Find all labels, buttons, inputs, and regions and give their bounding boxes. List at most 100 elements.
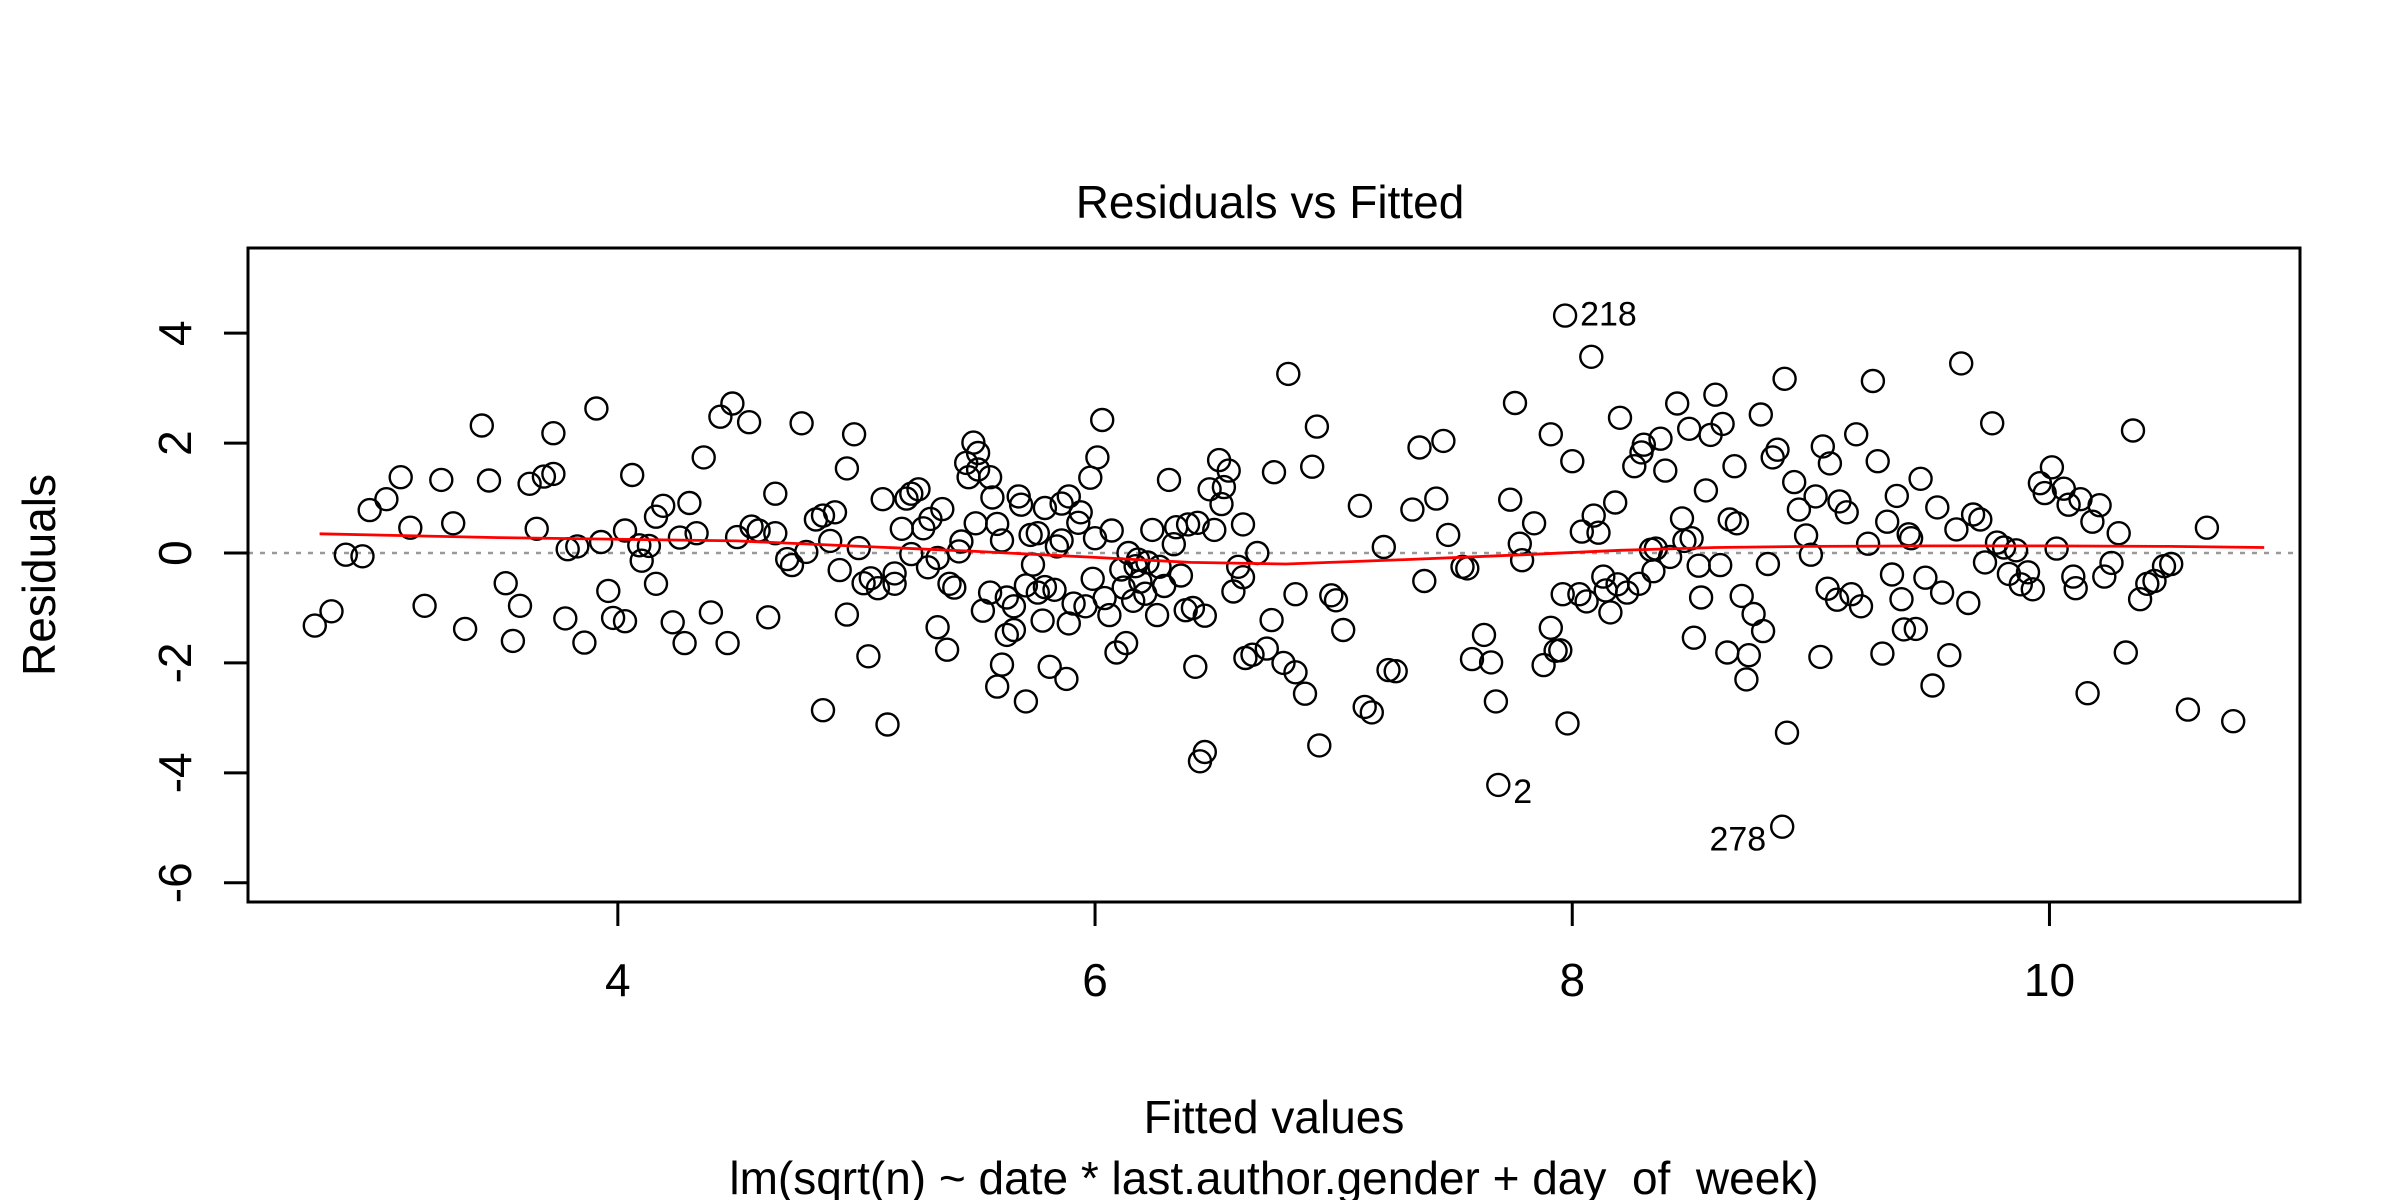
data-point (1161, 532, 1187, 557)
data-point (956, 465, 981, 490)
data-point (1347, 493, 1373, 518)
data-point (2044, 536, 2069, 561)
data-point (1548, 638, 1573, 663)
data-point (1144, 602, 1170, 628)
point-label: 2 (1513, 773, 1532, 811)
data-point (1586, 520, 1611, 545)
data-point (1543, 638, 1568, 663)
data-point (1478, 650, 1504, 675)
data-point (1607, 405, 1633, 430)
data-point (1710, 411, 1735, 437)
data-point (980, 485, 1005, 510)
data-point (1307, 733, 1332, 758)
smooth-line-layer (319, 532, 2265, 566)
data-point (612, 609, 638, 634)
data-point (1889, 587, 1914, 612)
data-point (1956, 590, 1981, 616)
data-point (851, 571, 876, 596)
y-tick-label: -4 (149, 752, 201, 793)
data-point (1755, 551, 1781, 577)
data-point (1879, 562, 1905, 587)
data-point (1509, 548, 1535, 573)
data-point (2158, 551, 2184, 577)
data-point (1283, 582, 1308, 607)
data-point (1626, 571, 1652, 596)
points-layer (302, 303, 2246, 839)
data-point (698, 600, 724, 625)
smooth-line (319, 532, 2265, 566)
data-point (1598, 600, 1623, 625)
data-point (915, 555, 941, 580)
data-point (517, 471, 542, 496)
data-point (2003, 538, 2029, 563)
data-point (636, 533, 662, 559)
data-point (302, 613, 327, 638)
data-point (1180, 595, 1206, 621)
data-point (1276, 361, 1301, 387)
data-point (1085, 445, 1110, 470)
x-tick-label: 10 (2024, 954, 2075, 1006)
data-point (789, 411, 814, 436)
data-point (1056, 484, 1082, 509)
data-point (588, 529, 614, 555)
data-point (1292, 681, 1318, 706)
y-axis: -6 -4 -2 0 2 4 (149, 320, 250, 903)
data-point (398, 515, 423, 540)
data-point (720, 391, 745, 416)
data-point (930, 496, 955, 522)
x-tick-label: 4 (605, 954, 631, 1006)
data-point (1555, 711, 1580, 736)
data-point (1968, 507, 1993, 532)
data-point (319, 599, 344, 624)
data-point (1817, 451, 1843, 476)
data-point (1703, 382, 1728, 407)
data-point (374, 487, 399, 512)
data-point (1707, 552, 1733, 578)
data-point (906, 477, 931, 502)
data-point (1920, 673, 1945, 698)
data-point (1688, 585, 1714, 610)
data-point (429, 467, 454, 493)
data-point (1435, 522, 1461, 548)
data-point (1061, 591, 1086, 616)
data-point (1175, 512, 1201, 537)
data-point (441, 511, 466, 536)
data-point (620, 462, 645, 488)
data-point (963, 511, 988, 536)
data-point (1459, 646, 1485, 672)
data-point (1560, 449, 1585, 474)
data-point (1001, 617, 1027, 643)
data-point (1722, 454, 1747, 479)
data-point (1323, 588, 1349, 613)
y-axis-label: Residuals (13, 474, 65, 676)
data-point (691, 445, 716, 470)
data-point (2127, 587, 2153, 612)
data-point (1183, 654, 1208, 679)
data-point (1734, 667, 1759, 692)
data-point (476, 468, 502, 493)
data-point (875, 712, 900, 737)
data-point (667, 525, 693, 550)
data-point (1521, 511, 1547, 536)
data-point (822, 500, 848, 525)
data-point (531, 464, 557, 489)
data-point (1874, 509, 1900, 534)
data-point (994, 585, 1019, 610)
data-point (357, 497, 382, 523)
data-point (1025, 521, 1051, 546)
data-point (870, 487, 895, 512)
data-point (388, 465, 413, 490)
data-point (1972, 550, 1998, 575)
data-point (1383, 659, 1408, 684)
data-point (612, 518, 638, 543)
data-point (985, 674, 1010, 699)
data-point (1192, 603, 1218, 628)
data-point (1032, 574, 1058, 600)
data-point (1803, 484, 1828, 509)
data-point (1104, 640, 1129, 665)
data-point (600, 605, 626, 631)
data-point (1769, 814, 1795, 839)
data-point (856, 644, 881, 669)
data-point (1884, 483, 1910, 509)
data-point (629, 548, 654, 573)
